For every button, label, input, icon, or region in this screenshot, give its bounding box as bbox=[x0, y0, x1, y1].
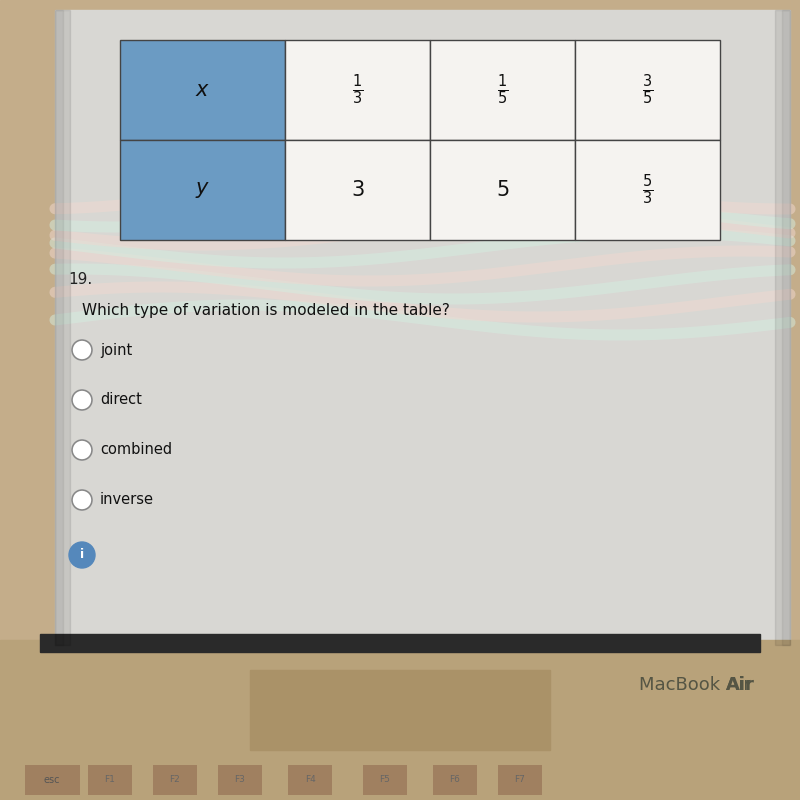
Text: combined: combined bbox=[100, 442, 172, 458]
Text: F3: F3 bbox=[234, 775, 246, 785]
Bar bbox=[55, 10, 63, 645]
Text: $\frac{1}{3}$: $\frac{1}{3}$ bbox=[352, 73, 363, 107]
Bar bbox=[433, 765, 477, 795]
Bar bbox=[285, 140, 430, 240]
Text: F5: F5 bbox=[379, 775, 390, 785]
Bar bbox=[40, 634, 760, 652]
Bar bbox=[285, 40, 430, 140]
Bar bbox=[250, 670, 550, 750]
Bar bbox=[363, 765, 407, 795]
Text: joint: joint bbox=[100, 342, 132, 358]
Bar bbox=[55, 10, 790, 645]
Bar bbox=[120, 140, 285, 240]
Bar bbox=[288, 765, 332, 795]
Text: MacBook Air: MacBook Air bbox=[639, 676, 751, 694]
Bar bbox=[25, 765, 80, 795]
Text: $3$: $3$ bbox=[350, 180, 364, 200]
Text: F7: F7 bbox=[514, 775, 526, 785]
Text: Which type of variation is modeled in the table?: Which type of variation is modeled in th… bbox=[82, 302, 450, 318]
Bar bbox=[153, 765, 197, 795]
Bar bbox=[575, 40, 720, 140]
Text: F2: F2 bbox=[170, 775, 180, 785]
Bar bbox=[575, 140, 720, 240]
Circle shape bbox=[69, 542, 95, 568]
Bar bbox=[0, 640, 800, 800]
Text: F6: F6 bbox=[450, 775, 461, 785]
Text: $5$: $5$ bbox=[496, 180, 509, 200]
Text: $y$: $y$ bbox=[195, 180, 210, 200]
Bar bbox=[498, 765, 542, 795]
Bar bbox=[218, 765, 262, 795]
Bar bbox=[782, 10, 790, 645]
Text: direct: direct bbox=[100, 393, 142, 407]
Text: inverse: inverse bbox=[100, 493, 154, 507]
Bar bbox=[430, 40, 575, 140]
Circle shape bbox=[72, 340, 92, 360]
Text: $\frac{3}{5}$: $\frac{3}{5}$ bbox=[642, 73, 653, 107]
Circle shape bbox=[72, 440, 92, 460]
Text: F4: F4 bbox=[305, 775, 315, 785]
Text: i: i bbox=[80, 549, 84, 562]
Text: 19.: 19. bbox=[68, 273, 92, 287]
Text: $x$: $x$ bbox=[195, 80, 210, 100]
Text: Air: Air bbox=[726, 676, 754, 694]
Bar bbox=[120, 40, 285, 140]
Bar bbox=[55, 10, 70, 645]
Bar bbox=[775, 10, 790, 645]
Text: $\frac{5}{3}$: $\frac{5}{3}$ bbox=[642, 173, 653, 207]
Bar bbox=[430, 140, 575, 240]
Circle shape bbox=[72, 490, 92, 510]
Bar bbox=[88, 765, 132, 795]
Text: esc: esc bbox=[44, 775, 60, 785]
Circle shape bbox=[72, 390, 92, 410]
Text: F1: F1 bbox=[105, 775, 115, 785]
Text: $\frac{1}{5}$: $\frac{1}{5}$ bbox=[497, 73, 508, 107]
